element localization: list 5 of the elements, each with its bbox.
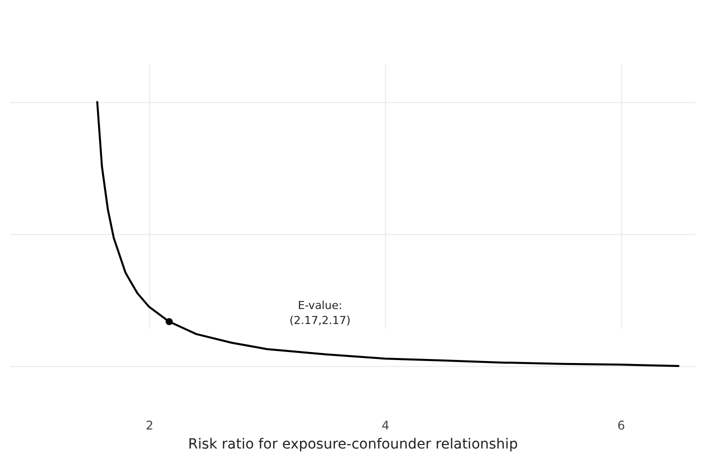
- annotation: E-value: (2.17,2.17): [289, 299, 351, 327]
- x-tick-label: 2: [146, 418, 154, 432]
- x-axis-title: Risk ratio for exposure-confounder relationship: [188, 436, 518, 452]
- x-tick-label: 6: [617, 418, 626, 432]
- x-tick-label: 4: [382, 418, 390, 432]
